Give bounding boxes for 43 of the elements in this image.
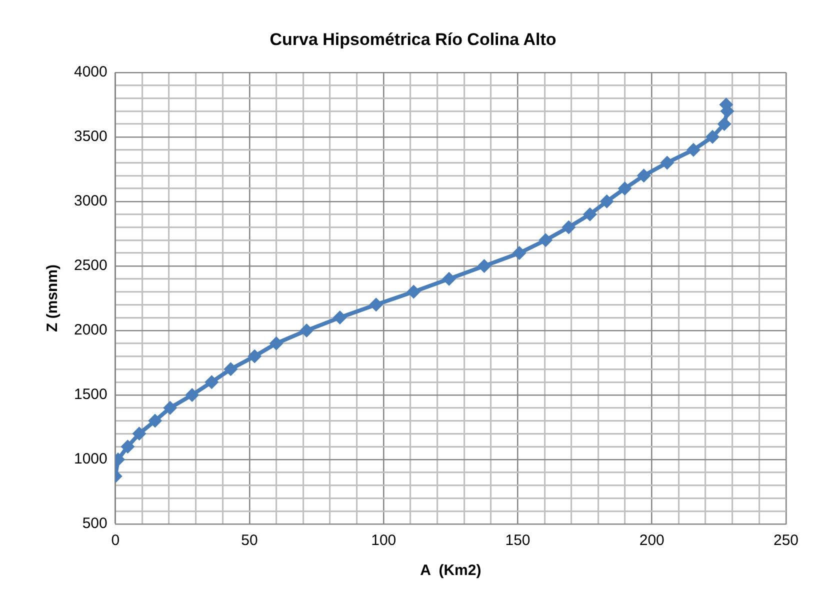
point bbox=[512, 246, 526, 260]
point bbox=[538, 233, 553, 248]
point bbox=[248, 349, 262, 364]
point bbox=[582, 207, 597, 222]
y-tick-label: 4000 bbox=[74, 64, 108, 81]
y-tick-label: 3500 bbox=[74, 128, 108, 146]
x-axis-title: A (Km2) bbox=[420, 562, 482, 580]
y-tick-label: 2000 bbox=[74, 322, 108, 339]
point bbox=[120, 440, 135, 454]
x-tick-label: 0 bbox=[111, 532, 120, 550]
x-tick-label: 250 bbox=[773, 532, 799, 550]
y-tick-label: 1500 bbox=[74, 386, 108, 404]
point bbox=[369, 298, 384, 312]
point bbox=[686, 142, 700, 157]
x-tick-label: 150 bbox=[505, 532, 530, 550]
point bbox=[300, 323, 314, 338]
point bbox=[477, 258, 492, 273]
x-tick-label: 50 bbox=[241, 532, 258, 550]
point bbox=[224, 362, 238, 376]
point bbox=[269, 336, 284, 350]
point bbox=[706, 130, 720, 144]
point bbox=[185, 388, 200, 402]
y-tick-label: 500 bbox=[82, 515, 108, 532]
point bbox=[660, 156, 674, 170]
point bbox=[636, 168, 651, 183]
point bbox=[717, 117, 732, 132]
chart-title: Curva Hipsométrica Río Colina Alto bbox=[270, 30, 556, 49]
y-tick-label: 3000 bbox=[74, 192, 108, 210]
point bbox=[204, 375, 219, 390]
y-tick-label: 2500 bbox=[74, 257, 108, 274]
point bbox=[562, 220, 576, 234]
point bbox=[442, 272, 456, 286]
point bbox=[618, 182, 632, 196]
point bbox=[132, 426, 146, 441]
x-tick-label: 100 bbox=[371, 532, 396, 550]
point bbox=[600, 194, 614, 208]
y-axis-title: Z (msnm) bbox=[44, 264, 62, 332]
point bbox=[148, 414, 162, 428]
y-tick-label: 1000 bbox=[74, 450, 108, 468]
x-tick-label: 200 bbox=[639, 532, 664, 550]
point bbox=[406, 284, 421, 299]
point bbox=[332, 310, 347, 325]
point bbox=[163, 400, 178, 415]
